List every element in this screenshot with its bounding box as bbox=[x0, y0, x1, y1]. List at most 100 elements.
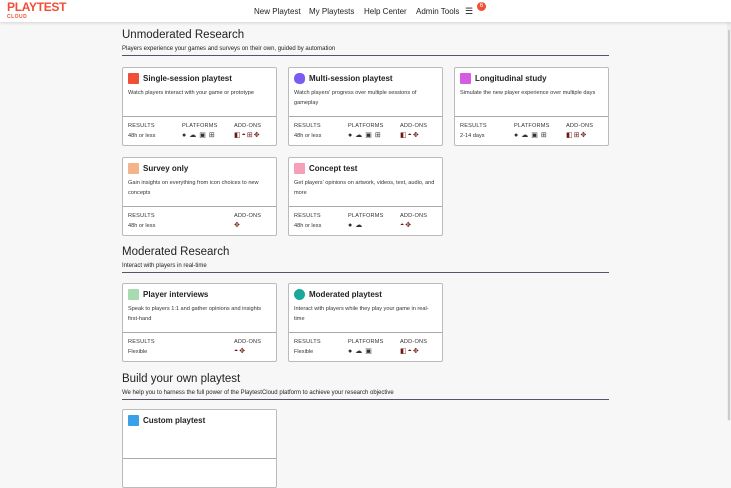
android-icon: ☁ bbox=[189, 132, 197, 139]
card-description: Get players' opinions on artwork, videos… bbox=[294, 180, 435, 196]
platforms-label: PLATFORMS bbox=[348, 213, 384, 219]
logo[interactable]: PLAYTEST CLOUD bbox=[7, 0, 67, 21]
notification-badge: 6 bbox=[477, 2, 486, 11]
results-value: Flexible bbox=[294, 349, 314, 355]
html5-icon: ▣ bbox=[365, 132, 372, 139]
dpad-addon-icon: ✥ bbox=[412, 348, 419, 355]
card-description: Speak to players 1:1 and gather opinions… bbox=[128, 306, 262, 322]
addons-label: ADD-ONS bbox=[234, 339, 262, 345]
card-header: Survey only Gain insights on everything f… bbox=[123, 158, 276, 207]
section-subtitle: We help you to harness the full power of… bbox=[122, 390, 609, 400]
grid-addon-icon: ⊞ bbox=[573, 132, 580, 139]
section-title: Build your own playtest bbox=[122, 373, 241, 385]
windows-icon: ⊞ bbox=[374, 132, 381, 139]
results-label: RESULTS bbox=[294, 339, 321, 345]
apple-icon: ● bbox=[514, 132, 519, 139]
dpad-addon-icon: ✥ bbox=[412, 132, 419, 139]
html5-icon: ▣ bbox=[365, 348, 372, 355]
hamburger-icon[interactable]: ☰ bbox=[465, 6, 474, 16]
section-build-your-own: Build your own playtest We help you to ha… bbox=[122, 373, 609, 400]
nav-new-playtest[interactable]: New Playtest bbox=[254, 7, 301, 16]
android-icon: ☁ bbox=[355, 222, 363, 229]
results-label: RESULTS bbox=[128, 213, 155, 219]
split-addon-icon: ◧ bbox=[566, 132, 573, 139]
survey-icon bbox=[128, 163, 139, 174]
card-moderated-playtest[interactable]: Moderated playtest Interact with players … bbox=[288, 283, 443, 362]
card-header: Longitudinal study Simulate the new playe… bbox=[455, 68, 608, 117]
dpad-addon-icon: ✥ bbox=[253, 132, 260, 139]
longitudinal-icon bbox=[460, 73, 471, 84]
split-addon-icon: ◧ bbox=[234, 132, 241, 139]
card-player-interviews[interactable]: Player interviews Speak to players 1:1 an… bbox=[122, 283, 277, 362]
card-header: Player interviews Speak to players 1:1 an… bbox=[123, 284, 276, 333]
concept-icon bbox=[294, 163, 305, 174]
face-addon-icon: ◓ bbox=[407, 132, 412, 139]
windows-icon: ⊞ bbox=[208, 132, 215, 139]
section-title: Moderated Research bbox=[122, 246, 230, 258]
card-description: Gain insights on everything from icon ch… bbox=[128, 180, 259, 196]
card-title: Longitudinal study bbox=[475, 74, 547, 83]
card-footer: RESULTS 48h or less PLATFORMS ● ☁ ADD-ONS ◓✥ bbox=[289, 207, 442, 236]
card-single-session-playtest[interactable]: Single-session playtest Watch players int… bbox=[122, 67, 277, 146]
section-title: Unmoderated Research bbox=[122, 29, 245, 41]
card-footer: RESULTS 48h or less PLATFORMS ● ☁ ▣ ⊞ ADD-ONS ◧◓… bbox=[289, 117, 442, 146]
dpad-addon-icon: ✥ bbox=[234, 222, 240, 229]
split-addon-icon: ◧ bbox=[400, 348, 407, 355]
moderated-icon bbox=[294, 289, 305, 300]
html5-icon: ▣ bbox=[199, 132, 206, 139]
card-title: Survey only bbox=[143, 164, 189, 173]
section-moderated: Moderated Research Interact with players … bbox=[122, 246, 609, 273]
card-survey-only[interactable]: Survey only Gain insights on everything f… bbox=[122, 157, 277, 236]
interview-icon bbox=[128, 289, 139, 300]
card-title: Player interviews bbox=[143, 290, 209, 299]
card-concept-test[interactable]: Concept test Get players' opinions on art… bbox=[288, 157, 443, 236]
apple-icon: ● bbox=[348, 222, 353, 229]
results-value: 48h or less bbox=[294, 133, 322, 139]
dpad-addon-icon: ✥ bbox=[239, 348, 246, 355]
addons-label: ADD-ONS bbox=[234, 123, 262, 129]
windows-icon: ⊞ bbox=[540, 132, 547, 139]
nav-help-center[interactable]: Help Center bbox=[364, 7, 407, 16]
nav-my-playtests[interactable]: My Playtests bbox=[309, 7, 355, 16]
results-label: RESULTS bbox=[128, 123, 155, 129]
card-footer: RESULTS Flexible ADD-ONS ◓✥ bbox=[123, 333, 276, 362]
card-footer: RESULTS Flexible PLATFORMS ● ☁ ▣ ADD-ONS ◧◓✥ bbox=[289, 333, 442, 362]
multi-session-icon bbox=[294, 73, 305, 84]
nav-admin-tools[interactable]: Admin Tools bbox=[416, 7, 460, 16]
face-addon-icon: ◓ bbox=[407, 348, 412, 355]
scrollbar[interactable] bbox=[727, 22, 731, 421]
face-addon-icon: ◓ bbox=[234, 348, 239, 355]
card-footer: RESULTS 48h or less PLATFORMS ● ☁ ▣ ⊞ ADD-ONS ◧◓… bbox=[123, 117, 276, 146]
apple-icon: ● bbox=[348, 348, 353, 355]
addons-label: ADD-ONS bbox=[400, 123, 428, 129]
card-header: Moderated playtest Interact with players … bbox=[289, 284, 442, 333]
card-footer: RESULTS 48h or less ADD-ONS ✥ bbox=[123, 207, 276, 236]
card-longitudinal-study[interactable]: Longitudinal study Simulate the new playe… bbox=[454, 67, 609, 146]
card-description: Watch players interact with your game or… bbox=[128, 90, 255, 96]
results-value: 2-14 days bbox=[460, 133, 485, 139]
android-icon: ☁ bbox=[355, 348, 363, 355]
android-icon: ☁ bbox=[521, 132, 529, 139]
dpad-addon-icon: ✥ bbox=[405, 222, 412, 229]
platforms-label: PLATFORMS bbox=[348, 339, 384, 345]
card-header: Single-session playtest Watch players int… bbox=[123, 68, 276, 117]
android-icon: ☁ bbox=[355, 132, 363, 139]
card-footer: RESULTS 2-14 days PLATFORMS ● ☁ ▣ ⊞ ADD-ONS ◧⊞✥ bbox=[455, 117, 608, 146]
section-subtitle: Players experience your games and survey… bbox=[122, 46, 609, 56]
card-header: Custom playtest bbox=[123, 410, 276, 459]
platforms-label: PLATFORMS bbox=[514, 123, 550, 129]
card-header: Concept test Get players' opinions on art… bbox=[289, 158, 442, 207]
split-addon-icon: ◧ bbox=[400, 132, 407, 139]
platforms-label: PLATFORMS bbox=[348, 123, 384, 129]
addons-label: ADD-ONS bbox=[234, 213, 262, 219]
results-value: Flexible bbox=[128, 349, 148, 355]
card-multi-session-playtest[interactable]: Multi-session playtest Watch players' pro… bbox=[288, 67, 443, 146]
results-label: RESULTS bbox=[460, 123, 487, 129]
addons-label: ADD-ONS bbox=[566, 123, 594, 129]
face-addon-icon: ◓ bbox=[241, 132, 246, 139]
face-addon-icon: ◓ bbox=[400, 222, 405, 229]
html5-icon: ▣ bbox=[531, 132, 538, 139]
addons-label: ADD-ONS bbox=[400, 339, 428, 345]
results-label: RESULTS bbox=[294, 213, 321, 219]
results-value: 48h or less bbox=[294, 223, 322, 229]
